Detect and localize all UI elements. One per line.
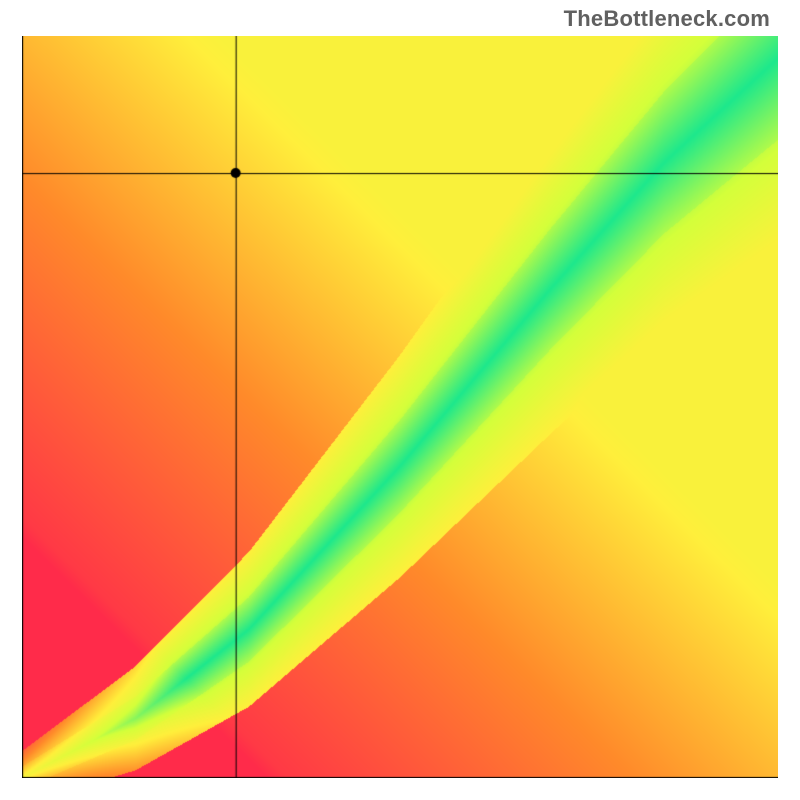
heatmap-canvas (22, 36, 778, 778)
chart-container: TheBottleneck.com (0, 0, 800, 800)
watermark-text: TheBottleneck.com (564, 6, 770, 32)
bottleneck-heatmap (22, 36, 778, 778)
